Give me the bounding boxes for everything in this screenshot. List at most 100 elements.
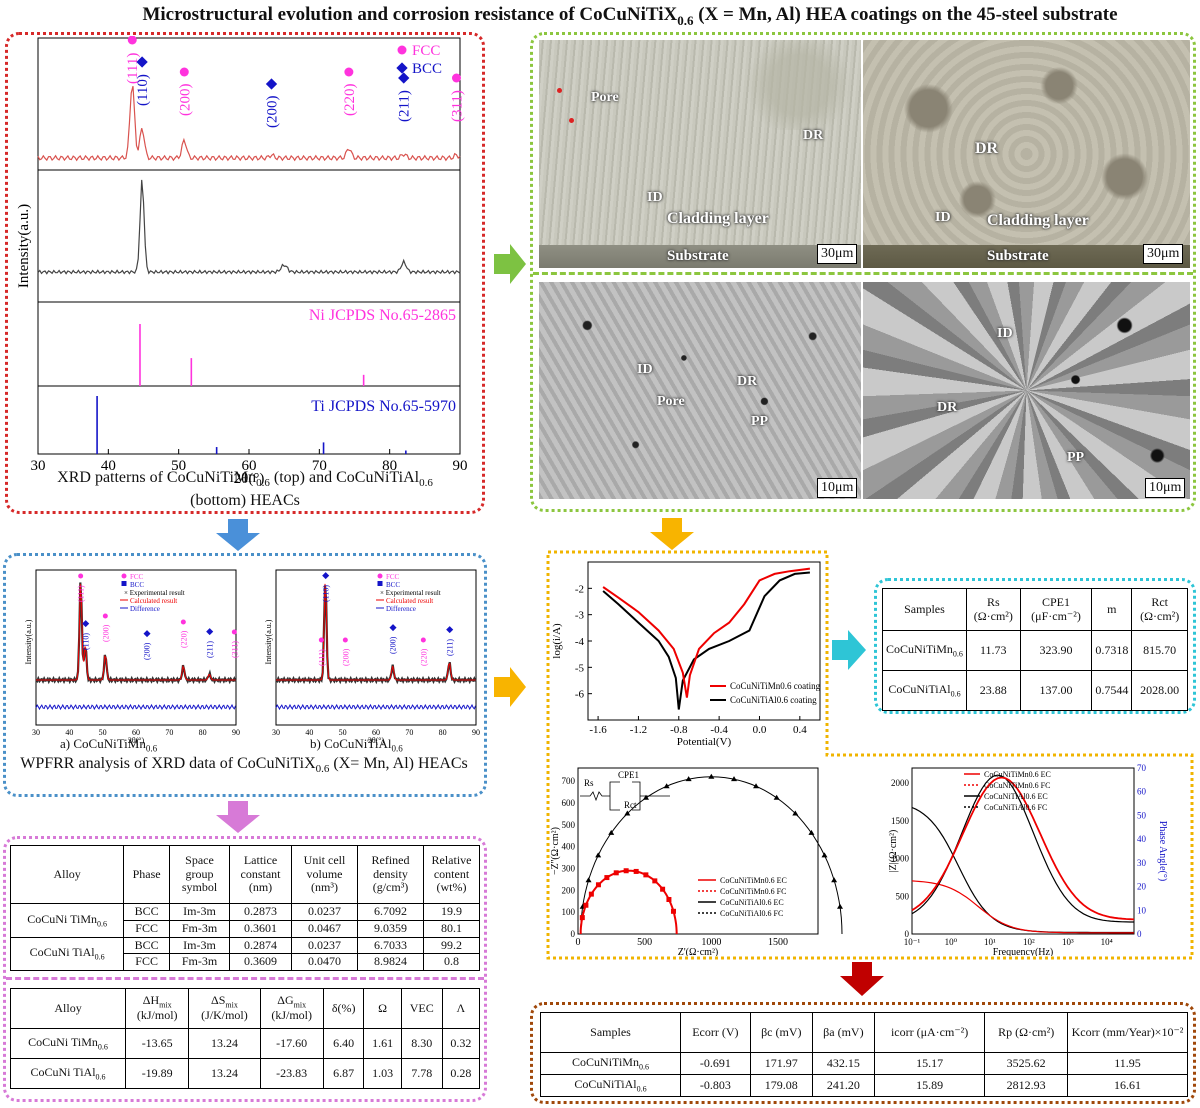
phase-cell: 6.7092: [357, 903, 424, 921]
thermo-cell: 0.28: [441, 1058, 481, 1089]
pol-ytick-label: -5: [575, 662, 585, 674]
thermo-cell: 13.24: [188, 1028, 261, 1059]
ny-xtick: 1500: [768, 937, 788, 948]
eis-th: CPE1 (μF·cm⁻²): [1019, 588, 1093, 631]
wpfrr-ylabel: Intensity(a.u.): [24, 619, 33, 664]
wpfrr-peak-label: (211): [205, 641, 214, 658]
bode-ytick2: 40: [1137, 834, 1147, 844]
ny-marker-mn: [583, 902, 589, 908]
fcc-marker: [179, 67, 189, 77]
wpfrr-legend-text: Difference: [130, 605, 160, 613]
xrd-peak-label: (111): [125, 53, 141, 84]
ti-ref-label: Ti JCPDS No.65-5970: [311, 398, 456, 415]
ny-marker-al: [708, 773, 715, 779]
tafel-table-panel: [530, 1002, 1196, 1104]
eis-cell: 11.73: [965, 630, 1021, 671]
wpfrr-xtick: 50: [339, 728, 347, 737]
sem-label-id: ID: [637, 362, 653, 377]
phase-cell: BCC: [123, 936, 170, 955]
thermo-cell: -17.60: [259, 1028, 324, 1059]
eis-cell: 0.7544: [1091, 670, 1133, 711]
pol-xlabel: Potential(V): [677, 736, 732, 748]
thermo-cell: -13.65: [125, 1028, 190, 1059]
pol-xtick-label: 0.0: [753, 724, 767, 736]
wpfrr-fcc-marker: [342, 637, 348, 643]
ny-ytick: 700: [562, 776, 576, 786]
thermo-cell: -23.83: [259, 1058, 324, 1089]
xrd-peak-label: (200): [265, 96, 281, 129]
xrd-xtick-label: 60: [242, 458, 257, 474]
ny-legend-text: CoCuNiTiAl0.6 FC: [720, 909, 783, 918]
xrd-bottom-pattern: [37, 179, 461, 275]
pol-xtick-label: -0.8: [670, 724, 688, 736]
tafel-sample-mn: CoCuNiTiMn0.6: [540, 1052, 681, 1075]
wpfrr-peak-label: (110): [321, 585, 330, 602]
pol-ytick-label: -4: [575, 636, 585, 648]
wpfrr-xtick: 60: [132, 728, 140, 737]
wpfrr-calculated: [36, 583, 236, 681]
pol-xtick-label: -1.6: [589, 724, 607, 736]
pol-xtick-label: -1.2: [630, 724, 647, 736]
wpfrr-peak-label: (111): [317, 649, 326, 666]
thermo-cell: 1.61: [363, 1028, 402, 1059]
ny-marker-mn: [623, 868, 629, 874]
wpfrr-xtick: 40: [65, 728, 73, 737]
bode-xtick: 10⁴: [1101, 937, 1113, 947]
ny-marker-al: [663, 783, 670, 789]
ny-marker-al: [731, 776, 738, 782]
bode-xtick: 10⁰: [945, 937, 958, 947]
ny-circuit-diagram: [580, 781, 670, 811]
bode-ylabel: |Z|(Ω·cm²): [888, 830, 899, 873]
arrow-red-down: [840, 962, 884, 996]
wpfrr-panel: [3, 553, 487, 797]
bode-ytick2: 60: [1137, 787, 1147, 797]
om-al-label-cladding: Cladding layer: [987, 212, 1089, 229]
ny-marker-al: [753, 783, 760, 789]
pol-ytick-label: -2: [575, 583, 584, 595]
wpfrr-legend-text: Difference: [386, 605, 416, 613]
wpfrr-frame: [35, 569, 237, 726]
pol-ytick-label: -3: [575, 610, 585, 622]
sem-image-mn: ID DR Pore PP 10μm: [539, 282, 861, 499]
ny-marker-mn: [579, 915, 585, 921]
xrd-xtick-label: 80: [382, 458, 397, 474]
om-al-label-dr: DR: [975, 140, 999, 157]
tafel-th: βc (mV): [749, 1012, 813, 1053]
thermo-th: δ(%): [322, 988, 365, 1029]
wpfrr-xtick: 60: [372, 728, 380, 737]
wpfrr-xtick: 30: [32, 728, 40, 737]
bode-chart: 0 500 1000 1500 2000 0 10 20 30 40 50 60 70 10⁻¹ 10⁰ 10…: [888, 763, 1168, 956]
phase-th-volume: Unit cell volume (nm³): [291, 845, 358, 904]
wpfrr-chart-a: (111) (110) (200) (200) (220) (211) (311) 30 40 5…: [24, 569, 240, 745]
ny-marker-al: [595, 852, 602, 858]
ny-marker-mn: [660, 886, 666, 892]
wpfrr-legend-fcc: [121, 573, 127, 579]
xrd-peak-label: (200): [177, 84, 193, 117]
wpfrr-frame: [275, 569, 477, 726]
wpfrr-peak-label: (200): [341, 648, 350, 666]
wpfrr-xtick: 90: [472, 728, 480, 737]
arrow-blue-down: [216, 519, 260, 551]
om-label-pore: Pore: [591, 90, 619, 105]
bode-ytick2: 70: [1137, 763, 1147, 773]
wpfrr-xtick: 70: [405, 728, 413, 737]
om-al-scale-bar: 30μm: [1143, 244, 1184, 264]
arrow-yellow-down: [650, 518, 694, 550]
xrd-xtick-label: 30: [31, 458, 46, 474]
bode-legend-text: CoCuNiTiAl0.6 EC: [984, 792, 1048, 801]
tafel-cell: 15.89: [873, 1074, 986, 1097]
ny-marker-mn: [595, 882, 601, 888]
bode-ytick2: 30: [1137, 858, 1147, 868]
phase-cell: FCC: [123, 953, 170, 972]
ny-circuit-cpe: CPE1: [618, 770, 639, 780]
phase-th-phase: Phase: [123, 845, 170, 904]
eis-cell: 323.90: [1019, 630, 1093, 671]
thermo-cell: 13.24: [188, 1058, 261, 1089]
bode-z-mn: [911, 880, 1134, 934]
tafel-sample-al: CoCuNiTiAl0.6: [540, 1074, 681, 1097]
ny-xtick: 1000: [701, 937, 721, 948]
micrograph-divider: [533, 272, 1193, 275]
ny-legend-text: CoCuNiTiMn0.6 EC: [720, 876, 787, 885]
phase-alloy-mn: CoCuNi TiMn0.6: [9, 903, 125, 938]
thermo-alloy-al: CoCuNi TiAl0.6: [9, 1058, 127, 1089]
